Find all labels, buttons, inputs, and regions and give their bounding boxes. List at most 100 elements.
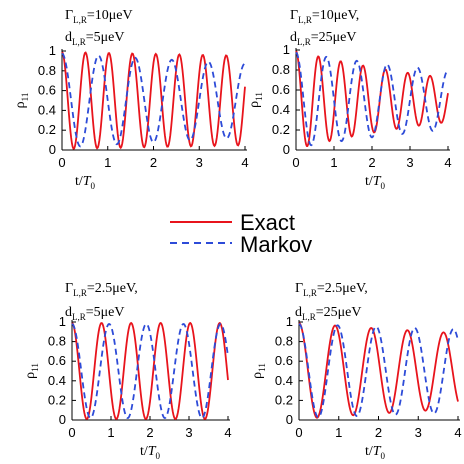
series-line-markov — [61, 52, 246, 148]
x-tick-label: 1 — [335, 425, 342, 440]
annotation-symbol: d — [65, 30, 72, 45]
x-tick-label: 2 — [368, 155, 375, 170]
x-axis-title-subscript: 0 — [156, 451, 161, 461]
y-tick-label: 1 — [283, 42, 290, 57]
y-tick-label: 0.6 — [38, 83, 56, 98]
annotation-value: =25μeV — [311, 30, 357, 45]
x-axis-title-subscript: 0 — [381, 451, 386, 461]
panel-annotation-line2: dL,R=5μeV — [65, 305, 125, 322]
x-axis-title-symbol: T — [83, 174, 92, 189]
annotation-symbol: Γ — [65, 281, 73, 296]
x-tick-label: 1 — [104, 155, 111, 170]
series-line-markov — [295, 51, 449, 147]
x-axis-title-symbol: T — [373, 444, 382, 459]
annotation-value: =25μeV — [316, 305, 362, 320]
y-tick-label: 1 — [59, 314, 66, 329]
x-axis-title-main: t/ — [365, 174, 373, 189]
y-tick-label: 0.4 — [48, 373, 66, 388]
annotation-value: =10μeV — [87, 8, 133, 23]
y-tick-label: 1 — [286, 314, 293, 329]
y-tick-label: 0.2 — [48, 392, 66, 407]
annotation-symbol: Γ — [295, 281, 303, 296]
x-tick-label: 3 — [415, 425, 422, 440]
y-tick-label: 0 — [59, 412, 66, 427]
x-axis-title-symbol: T — [373, 174, 382, 189]
annotation-subscript: L,R — [297, 37, 311, 47]
x-axis-title: t/T0 — [75, 174, 96, 191]
y-axis-title: ρ11 — [250, 363, 267, 379]
panel-annotation-line2: dL,R=25μeV — [290, 30, 357, 47]
annotation-value: =5μeV — [86, 305, 125, 320]
y-axis-title-symbol: ρ — [250, 372, 265, 379]
x-tick-label: 0 — [68, 425, 75, 440]
y-axis-title-symbol: ρ — [23, 372, 38, 379]
series-line-exact — [295, 50, 449, 148]
y-tick-label: 0.8 — [272, 62, 290, 77]
x-axis-title-main: t/ — [365, 444, 373, 459]
annotation-subscript: L,R — [73, 15, 87, 25]
y-tick-label: 0.4 — [272, 102, 290, 117]
y-tick-label: 0.8 — [275, 334, 293, 349]
y-tick-label: 0 — [49, 142, 56, 157]
y-tick-label: 0 — [283, 142, 290, 157]
x-axis-title: t/T0 — [365, 174, 386, 191]
series-line-exact — [61, 51, 246, 150]
annotation-subscript: L,R — [72, 37, 86, 47]
x-axis-title: t/T0 — [365, 444, 386, 461]
panel-annotation-line2: dL,R=5μeV — [65, 30, 125, 47]
annotation-value: =5μeV — [86, 30, 125, 45]
annotation-symbol: d — [65, 305, 72, 320]
y-tick-label: 0.8 — [48, 334, 66, 349]
series-line-exact — [298, 322, 459, 419]
x-tick-label: 2 — [150, 155, 157, 170]
series-line-exact — [71, 321, 229, 421]
annotation-subscript: L,R — [298, 15, 312, 25]
x-tick-label: 3 — [185, 425, 192, 440]
y-tick-label: 1 — [49, 43, 56, 58]
y-tick-label: 0.8 — [38, 63, 56, 78]
y-tick-label: 0.2 — [38, 122, 56, 137]
annotation-value: =10μeV, — [312, 8, 359, 23]
annotation-symbol: Γ — [65, 8, 73, 23]
series-line-markov — [298, 323, 459, 419]
annotation-symbol: d — [290, 30, 297, 45]
y-tick-label: 0.6 — [275, 353, 293, 368]
panel-annotation-line1: ΓL,R=2.5μeV, — [65, 281, 138, 298]
y-axis-title: ρ11 — [247, 92, 264, 108]
y-axis-title: ρ11 — [13, 93, 30, 109]
x-tick-label: 3 — [196, 155, 203, 170]
x-axis-title-main: t/ — [140, 444, 148, 459]
y-tick-label: 0.2 — [275, 392, 293, 407]
annotation-subscript: L,R — [303, 288, 317, 298]
panel-annotation-line1: ΓL,R=2.5μeV, — [295, 281, 368, 298]
y-axis-title-subscript: 11 — [20, 93, 30, 102]
annotation-value: =2.5μeV, — [87, 281, 138, 296]
legend-label-markov: Markov — [240, 232, 312, 257]
y-axis-title-subscript: 11 — [30, 363, 40, 372]
x-tick-label: 1 — [107, 425, 114, 440]
x-axis-title-subscript: 0 — [91, 181, 96, 191]
annotation-subscript: L,R — [72, 312, 86, 322]
x-tick-label: 0 — [295, 425, 302, 440]
x-tick-label: 3 — [406, 155, 413, 170]
y-axis-title-subscript: 11 — [254, 92, 264, 101]
x-axis-title-symbol: T — [148, 444, 157, 459]
annotation-subscript: L,R — [302, 312, 316, 322]
y-tick-label: 0.6 — [48, 353, 66, 368]
annotation-symbol: Γ — [290, 8, 298, 23]
y-tick-label: 0.2 — [272, 122, 290, 137]
annotation-symbol: d — [295, 305, 302, 320]
panel-annotation-line2: dL,R=25μeV — [295, 305, 362, 322]
annotation-value: =2.5μeV, — [317, 281, 368, 296]
y-tick-label: 0.4 — [38, 102, 56, 117]
x-axis-title-main: t/ — [75, 174, 83, 189]
y-axis-title: ρ11 — [23, 363, 40, 379]
series-line-markov — [71, 322, 229, 420]
x-tick-label: 0 — [58, 155, 65, 170]
y-tick-label: 0.4 — [275, 373, 293, 388]
